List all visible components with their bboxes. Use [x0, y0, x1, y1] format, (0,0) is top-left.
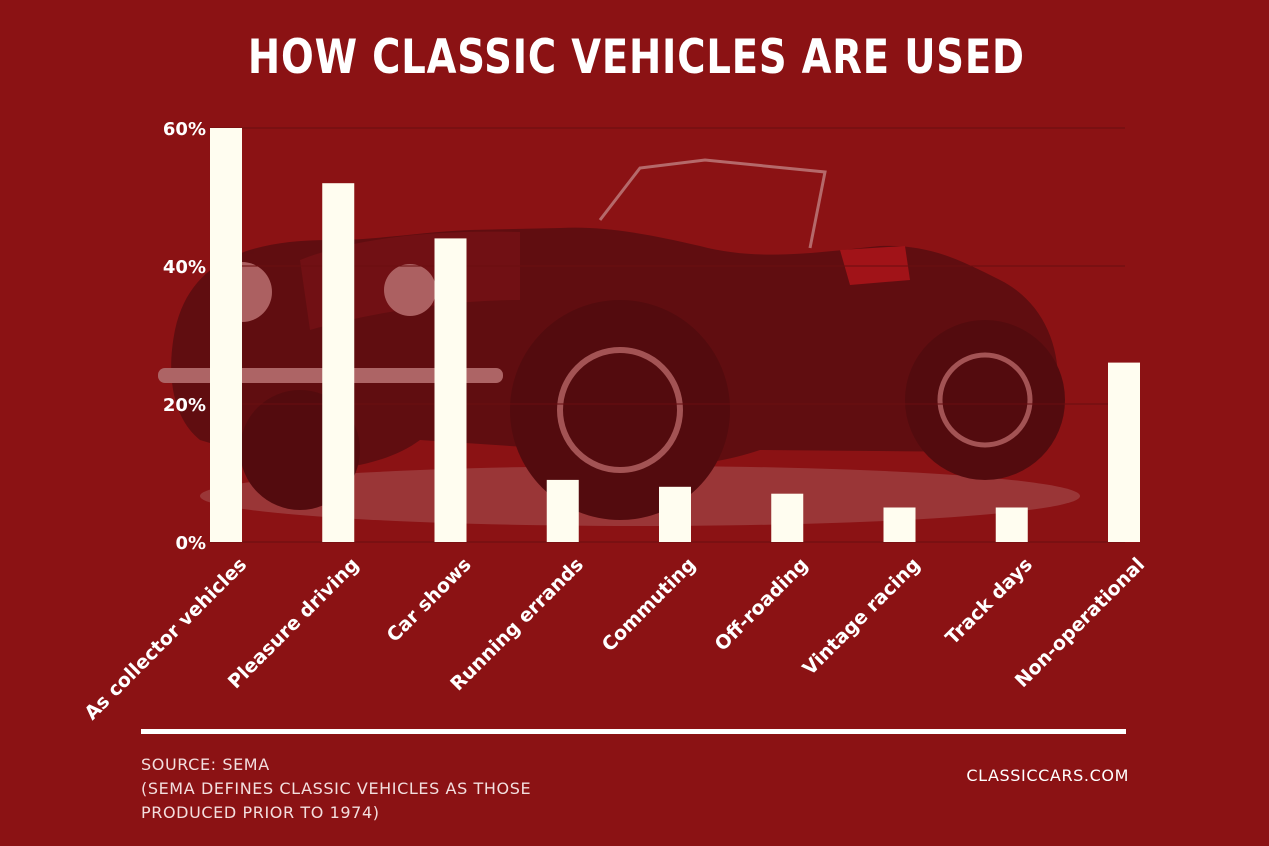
x-tick-label: Off-roading [711, 554, 813, 656]
source-note: SOURCE: SEMA (SEMA DEFINES CLASSIC VEHIC… [141, 753, 531, 825]
gridlines [210, 127, 1125, 543]
footer-divider [141, 729, 1126, 734]
bar [659, 486, 691, 542]
headlight-right [384, 264, 436, 316]
page-title: HOW CLASSIC VEHICLES ARE USED [247, 30, 1025, 85]
x-tick-label: Commuting [598, 554, 700, 656]
x-tick-label: Track days [941, 554, 1037, 650]
x-tick-label: Car shows [383, 554, 476, 647]
front-wheel-spokes [557, 347, 683, 473]
bar [1108, 362, 1140, 542]
bar [995, 507, 1028, 542]
x-tick-label: Vintage racing [798, 554, 924, 680]
bar [546, 479, 579, 542]
bar [434, 238, 467, 542]
x-tick-label: As collector vehicles [80, 554, 251, 725]
bar [771, 493, 804, 542]
y-axis-ticks: 0% 20% 40% 60% [163, 119, 206, 554]
bars [210, 128, 1140, 542]
source-line-1: SOURCE: SEMA [141, 755, 270, 774]
source-line-3: PRODUCED PRIOR TO 1974) [141, 803, 380, 822]
bar [883, 507, 916, 542]
rear-wheel-spokes [937, 352, 1033, 448]
y-tick-label: 60% [163, 119, 206, 140]
source-line-2: (SEMA DEFINES CLASSIC VEHICLES AS THOSE [141, 779, 532, 798]
y-tick-label: 0% [175, 533, 206, 554]
y-tick-label: 20% [163, 395, 206, 416]
y-tick-label: 40% [163, 257, 206, 278]
bar [210, 128, 242, 542]
windshield [598, 158, 827, 249]
brand-label: CLASSICCARS.COM [966, 766, 1129, 785]
rear-wheel [905, 320, 1065, 480]
front-wheel [510, 300, 730, 520]
bar [322, 183, 355, 542]
background-car-image [158, 158, 1080, 526]
